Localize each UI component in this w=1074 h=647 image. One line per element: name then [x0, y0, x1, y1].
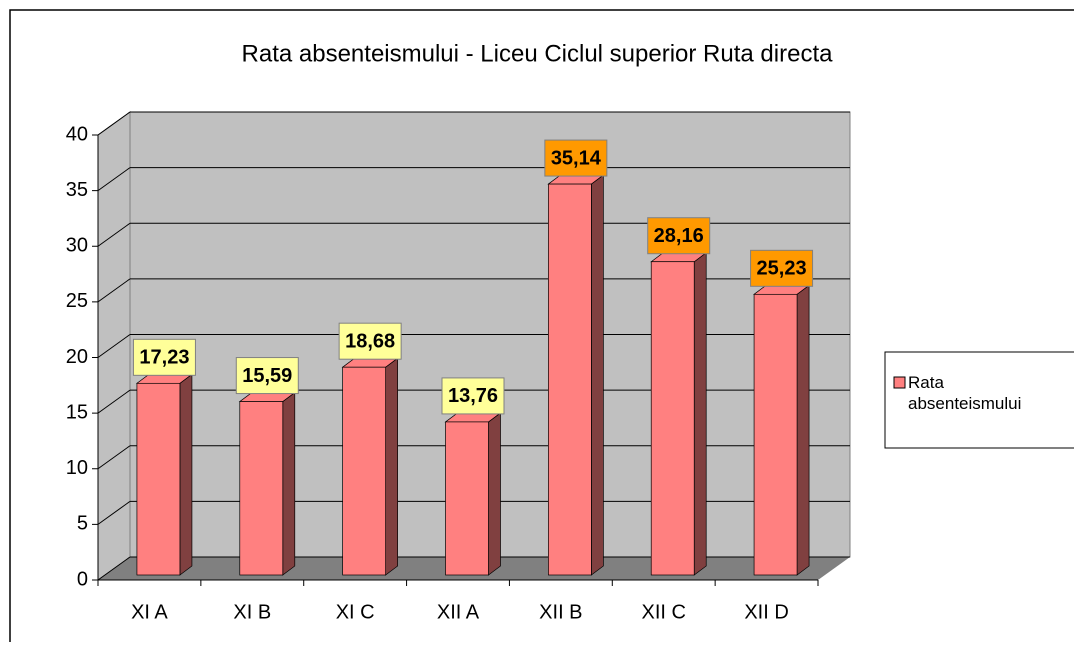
- grid-line: [97, 500, 131, 525]
- data-label-box: [235, 357, 299, 395]
- grid-line: [97, 167, 131, 192]
- y-tick-label: 5: [77, 513, 88, 535]
- bar-side: [385, 357, 398, 576]
- grid-line: [97, 222, 131, 247]
- bar-side: [488, 412, 501, 576]
- data-label-box: [338, 322, 402, 360]
- y-tick-label: 40: [66, 123, 88, 145]
- data-label: 28,16: [654, 225, 704, 247]
- data-label-box: [544, 139, 608, 177]
- y-tick-label: 0: [77, 568, 88, 590]
- x-tick-label: XII B: [539, 601, 582, 623]
- data-label: 25,23: [757, 258, 807, 280]
- y-tick-label: 25: [66, 290, 88, 312]
- x-tick-label: XII C: [641, 601, 685, 623]
- bar-side: [179, 373, 193, 576]
- legend-label: Rata absenteismului: [908, 373, 1022, 413]
- bar: [650, 261, 695, 576]
- legend: [884, 351, 1074, 449]
- x-tick-label: XI B: [233, 601, 271, 623]
- y-tick-label: 35: [66, 179, 88, 201]
- y-tick-label: 30: [66, 235, 88, 257]
- x-tick-label: XII A: [437, 601, 480, 623]
- grid-line: [97, 389, 131, 414]
- data-label-box: [132, 338, 196, 376]
- grid-line: [97, 334, 131, 358]
- bar: [548, 183, 592, 576]
- data-label: 15,59: [242, 365, 292, 387]
- bar-side: [796, 284, 810, 576]
- data-label: 13,76: [448, 385, 498, 407]
- data-label: 35,14: [551, 147, 602, 169]
- bar-side: [591, 174, 604, 576]
- y-tick-label: 15: [66, 401, 88, 423]
- bar-side: [693, 252, 707, 576]
- grid-line: [97, 445, 131, 470]
- bar: [136, 382, 181, 576]
- x-tick-label: XI C: [336, 601, 375, 623]
- bar-side: [282, 391, 296, 576]
- bar: [753, 293, 798, 576]
- data-label-box: [750, 249, 814, 287]
- y-tick-label: 10: [66, 457, 88, 479]
- y-tick-label: 20: [66, 346, 88, 368]
- data-label: 17,23: [139, 347, 189, 369]
- data-label-box: [441, 377, 505, 415]
- legend-swatch: [893, 376, 906, 389]
- grid-line: [97, 556, 131, 581]
- data-label: 18,68: [345, 330, 395, 352]
- bar: [342, 366, 386, 576]
- grid-line: [97, 111, 131, 136]
- bar: [445, 421, 489, 576]
- grid-line: [97, 278, 131, 303]
- x-tick-label: XII D: [744, 601, 788, 623]
- chart-title: Rata absenteismului - Liceu Ciclul super…: [242, 40, 834, 67]
- bar: [239, 401, 284, 576]
- x-tick-label: XI A: [131, 601, 168, 623]
- data-label-box: [647, 217, 711, 255]
